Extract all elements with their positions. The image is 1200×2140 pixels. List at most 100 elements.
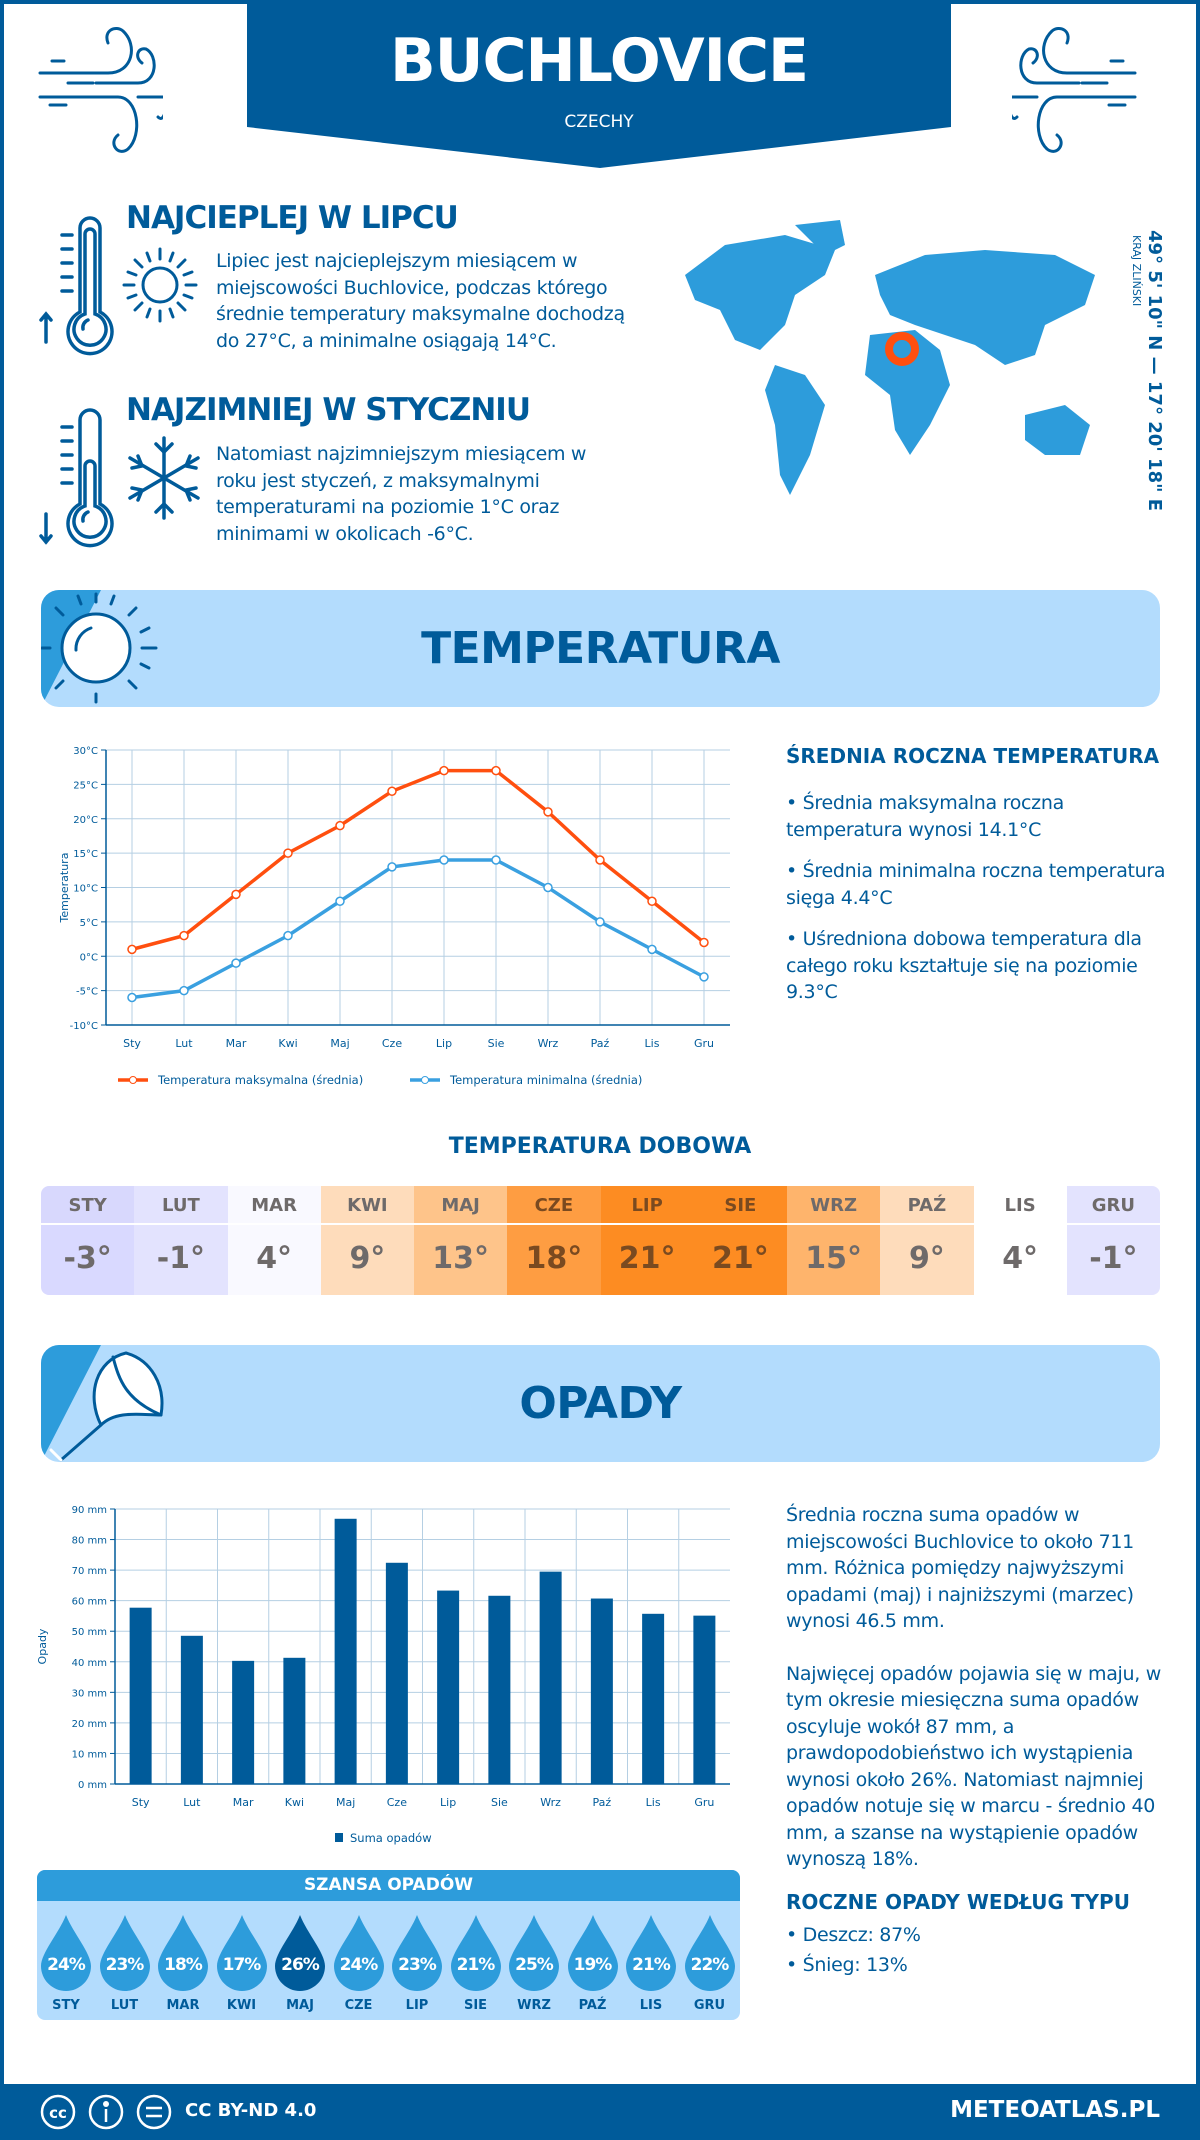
daily-temp-value: 18° [507,1225,601,1295]
daily-temp-column: WRZ 15° [787,1186,881,1295]
raindrop-icon: 19% [567,1915,618,1991]
precip-text-2: Najwięcej opadów pojawia się w maju, w t… [786,1662,1161,1871]
data-point [179,930,189,941]
y-tick-label: 50 mm [72,1627,107,1638]
data-point [231,958,241,968]
legend-marker [335,1833,343,1842]
summary-bullet-min: • Średnia minimalna roczna temperatura s… [786,860,1166,909]
raindrop-icon: 21% [626,1915,676,1991]
map-eurasia [875,250,1095,365]
data-point [231,889,241,900]
daily-temperature-table: STY -3° LUT -1° MAR 4° KWI 9° MAJ 13° CZE 18° LIP 21°… [41,1186,1160,1295]
brand-link[interactable]: METEOATLAS.PL [950,2097,1160,2123]
daily-temp-month: MAJ [414,1186,508,1225]
bar [539,1571,562,1784]
data-point [543,882,553,893]
x-tick-label: Cze [387,1796,407,1809]
precipitation-banner: OPADY [41,1345,1160,1462]
footer: cc CC BY-ND 4.0 METEOATLAS.PL [0,2084,1200,2140]
map-greenland [795,220,845,255]
data-point [387,786,397,796]
y-tick-label: 25°C [73,780,98,791]
x-tick-label: Sie [491,1796,508,1809]
x-tick-label: Sty [123,1037,141,1050]
chance-value: 22% [690,1955,730,1975]
location-marker-icon [885,332,919,366]
chance-value: 24% [47,1955,86,1975]
coordinates: 49° 5' 10" N — 17° 20' 18" E KRAJ ZLIŃSK… [1130,230,1170,511]
data-point [439,855,449,865]
chance-month: STY [52,1998,80,2013]
country-subtitle: CZECHY [564,112,634,132]
chance-month: PAŹ [578,1998,607,2013]
sun-icon [122,247,198,323]
data-point [491,765,501,776]
data-point [283,930,293,941]
data-point [699,937,709,948]
legend-marker [421,1076,429,1084]
daily-temperature-title: TEMPERATURA DOBOWA [448,1134,752,1159]
daily-temp-month: LIP [600,1186,694,1225]
x-tick-label: Lip [436,1037,452,1050]
map-north-america [685,235,835,350]
x-tick-label: Sie [488,1037,505,1050]
x-tick-label: Paź [593,1796,612,1809]
x-tick-label: Mar [226,1037,247,1050]
license-link[interactable]: CC BY-ND 4.0 [185,2100,317,2121]
daily-temp-column: GRU -1° [1066,1186,1160,1295]
daily-temp-column: MAJ 13° [414,1186,508,1295]
raindrop-icon: 24% [41,1915,91,1991]
x-tick-label: Maj [330,1037,349,1050]
data-point [127,944,137,955]
series-line [131,768,706,952]
daily-temp-month: LIS [973,1186,1067,1225]
raindrop-icon: 21% [450,1915,501,1991]
temperature-summary: • Średnia maksymalna roczna temperatura … [786,790,1166,1006]
y-tick-label: 15°C [73,849,98,860]
data-point [283,848,293,858]
precip-type-rain: • Deszcz: 87% [786,1924,921,1946]
precipitation-title: OPADY [519,1378,682,1429]
cc-icon: cc [40,2094,76,2130]
y-tick-label: -5°C [76,987,98,998]
y-tick-label: 10 mm [72,1749,107,1760]
daily-temp-month: PAŹ [880,1186,974,1225]
y-tick-label: 20 mm [72,1719,107,1730]
sun-banner-icon [41,592,158,704]
y-tick-label: 60 mm [72,1597,107,1608]
daily-temp-column: LIS 4° [973,1186,1067,1295]
y-tick-label: 0°C [80,952,98,963]
daily-temp-value: 4° [227,1225,321,1295]
bar [693,1615,716,1784]
chance-value: 18% [164,1955,203,1975]
daily-temp-column: KWI 9° [320,1186,414,1295]
chance-month: SIE [463,1998,488,2013]
raindrop-icon: 26% [275,1915,325,1991]
precipitation-chance-panel: SZANSA OPADÓW 24% STY 23% LUT 18% MAR 17% KWI 26… [37,1870,740,2020]
legend-label: Temperatura maksymalna (średnia) [157,1073,363,1087]
svg-text:cc: cc [49,2104,67,2122]
coordinates-text: 49° 5' 10" N — 17° 20' 18" E [1144,230,1165,512]
map-south-america [765,365,825,495]
daily-temp-column: LUT -1° [134,1186,228,1295]
y-tick-label: 90 mm [72,1505,107,1516]
bar [334,1518,357,1784]
chance-value: 19% [573,1955,613,1975]
legend-label: Suma opadów [350,1831,432,1845]
chance-value: 17% [222,1955,262,1975]
data-point [647,896,657,906]
data-point [491,855,501,865]
data-point [439,765,449,776]
raindrop-icon: 25% [509,1915,559,1991]
bar [590,1598,613,1784]
x-tick-label: Lis [645,1037,660,1050]
raindrop-icon: 24% [333,1915,384,1991]
precip-type-title: ROCZNE OPADY WEDŁUG TYPU [786,1890,1130,1914]
x-tick-label: Mar [233,1796,254,1809]
data-point [647,944,657,955]
chance-value: 26% [281,1955,320,1975]
raindrop-icon: 18% [158,1915,208,1991]
chance-value: 23% [105,1955,145,1975]
coldest-text: Natomiast najzimniejszym miesiącem w rok… [216,443,587,545]
bar [283,1657,306,1784]
